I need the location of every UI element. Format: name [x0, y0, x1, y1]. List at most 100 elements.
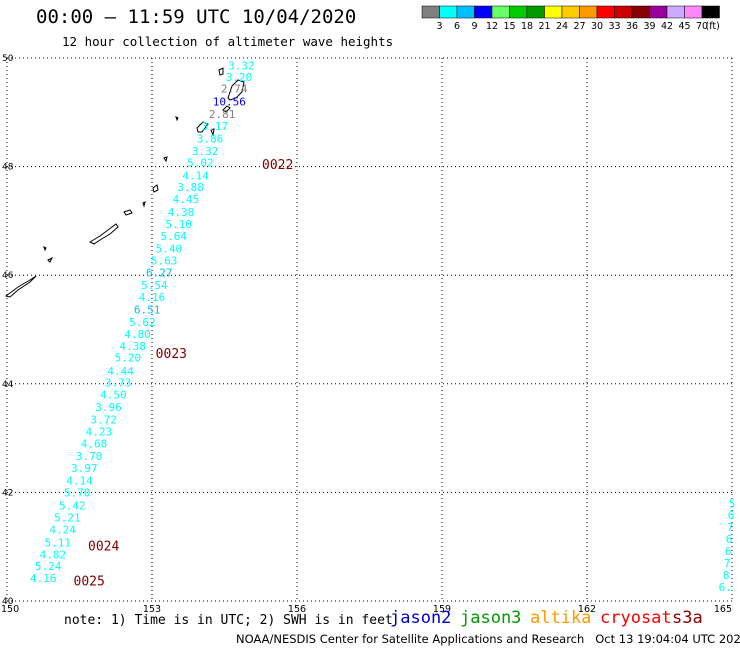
- chart-title: 00:00 – 11:59 UTC 10/04/2020: [36, 6, 357, 28]
- legend-swatch: [509, 5, 528, 19]
- wave-height-value: 3.73: [105, 377, 132, 390]
- wave-height-value: 3.32: [228, 60, 255, 73]
- y-tick-label: 44: [2, 380, 14, 390]
- wave-height-value: 3.86: [197, 132, 224, 145]
- wave-height-value: 5.40: [156, 243, 183, 256]
- legend-label: 30: [591, 21, 603, 32]
- legend-label: 36: [626, 21, 638, 32]
- legend-swatch: [421, 5, 440, 19]
- y-tick-label: 40: [2, 597, 14, 607]
- legend-label: 12: [486, 21, 498, 32]
- wave-height-value: 6.27: [146, 266, 173, 279]
- wave-height-value: 6.51: [134, 303, 161, 316]
- wave-height-value: 4.38: [119, 340, 146, 353]
- wave-height-value: 5.02: [187, 156, 214, 169]
- satellite-label: jason3: [460, 608, 522, 628]
- island-outline: [227, 79, 245, 101]
- legend-unit: (ft): [706, 21, 720, 32]
- wave-height-value: 4.24: [49, 523, 76, 536]
- y-tick-label: 50: [2, 54, 14, 64]
- legend-label: 3: [436, 21, 442, 32]
- footer-note: note: 1) Time is in UTC; 2) SWH is in fe…: [64, 613, 393, 628]
- x-tick-label: 156: [288, 604, 306, 615]
- wave-height-value: 5.63: [151, 255, 178, 268]
- wave-height-value: 4.38: [168, 206, 195, 219]
- wave-height-value: 4.80: [124, 328, 151, 341]
- x-tick-label: 153: [143, 604, 161, 615]
- legend-label: 27: [573, 21, 585, 32]
- wave-height-value: 5: [729, 497, 736, 510]
- legend-swatch: [649, 5, 668, 19]
- legend-label: 70: [696, 21, 708, 32]
- wave-height-value: 4.68: [81, 438, 108, 451]
- wave-height-value: 5.10: [165, 218, 192, 231]
- satellite-label: jason2: [390, 608, 452, 628]
- island-outline: [196, 121, 209, 133]
- wave-height-value: 4.23: [86, 426, 113, 439]
- wave-height-value: 10.56: [213, 95, 246, 108]
- legend-label: 42: [661, 21, 673, 32]
- wave-height-value: 8: [723, 569, 730, 582]
- legend-swatch: [701, 5, 720, 19]
- time-label: 0023: [156, 347, 187, 362]
- wave-height-labels: 3.323.202.7410.562.813.173.863.325.024.1…: [30, 60, 735, 594]
- wave-height-value: 4.50: [100, 389, 127, 402]
- wave-height-value: 6.: [719, 581, 732, 594]
- wave-height-value: 3.70: [76, 450, 103, 463]
- wave-height-value: 6: [726, 533, 733, 546]
- x-tick-label: 165: [714, 604, 732, 615]
- wave-height-value: 6: [725, 545, 732, 558]
- legend-swatch: [684, 5, 703, 19]
- island-outline: [123, 209, 133, 216]
- legend-swatch: [666, 5, 685, 19]
- y-tick-label: 46: [2, 271, 14, 281]
- satellite-label: s3a: [672, 608, 703, 628]
- wave-height-value: 5.70: [64, 486, 91, 499]
- wave-height-value: 5.42: [59, 499, 86, 512]
- island-outline: [43, 246, 47, 252]
- wave-height-value: 3.97: [71, 462, 98, 475]
- color-legend: 3 6 9 12 15 18 21 24 27 30 33 36 39 42 45 70(ft): [421, 5, 720, 32]
- island-outline: [4, 275, 37, 298]
- wave-height-value: 4.16: [139, 291, 166, 304]
- legend-swatch: [614, 5, 633, 19]
- legend-swatch: [544, 5, 563, 19]
- legend-swatch: [631, 5, 650, 19]
- wave-height-value: 4.82: [40, 548, 67, 561]
- legend-swatch: [596, 5, 615, 19]
- legend-label: 24: [556, 21, 568, 32]
- wave-height-value: 3.20: [226, 71, 253, 84]
- wave-height-value: 5.64: [161, 230, 188, 243]
- legend-label: 6: [454, 21, 460, 32]
- island-outline: [222, 105, 231, 113]
- island-outline: [175, 116, 179, 122]
- wave-height-value: 4.14: [182, 169, 209, 182]
- island-outline: [88, 223, 119, 245]
- wave-height-value: 3.17: [202, 120, 229, 133]
- grid: [6, 57, 733, 602]
- legend-label: 18: [521, 21, 533, 32]
- island-outline: [210, 128, 215, 137]
- time-label: 0022: [262, 158, 293, 173]
- island-outline: [218, 67, 224, 76]
- legend-swatch: [474, 5, 493, 19]
- wave-height-value: 5.21: [54, 511, 81, 524]
- wave-height-value: 4.44: [107, 365, 134, 378]
- footer-credit: NOAA/NESDIS Center for Satellite Applica…: [236, 632, 740, 646]
- legend-swatch: [456, 5, 475, 19]
- island-outline: [163, 156, 168, 163]
- chart-subtitle: 12 hour collection of altimeter wave hei…: [62, 34, 394, 49]
- wave-height-value: 6: [728, 509, 735, 522]
- wave-height-value: 4.45: [173, 193, 200, 206]
- x-tick-label: 159: [433, 604, 451, 615]
- satellite-label: cryosat: [600, 608, 672, 628]
- legend-label: 45: [678, 21, 690, 32]
- legend-swatch: [561, 5, 580, 19]
- wave-height-value: 2.81: [209, 108, 236, 121]
- x-tick-label: 150: [1, 604, 19, 615]
- legend-label: 15: [503, 21, 515, 32]
- wave-height-value: 5.11: [45, 536, 72, 549]
- axis-tick-labels: 150 153 156 159 162 165 40 42 44 46 48 50: [1, 54, 732, 615]
- wave-height-value: 5.62: [129, 316, 156, 329]
